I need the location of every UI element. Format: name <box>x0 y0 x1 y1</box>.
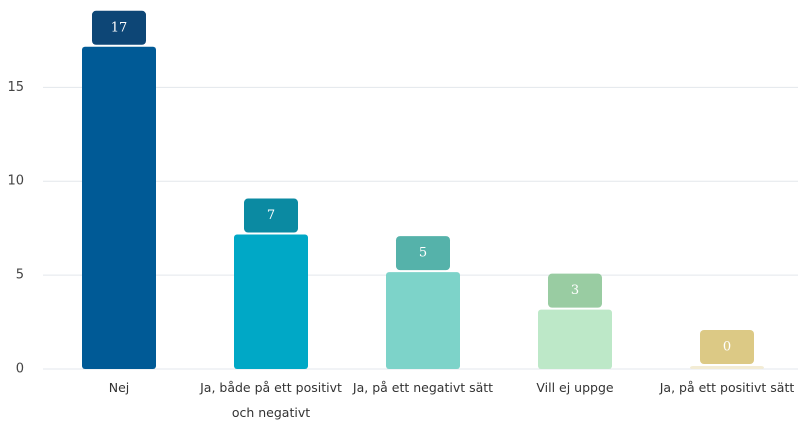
y-tick-label: 0 <box>16 362 24 377</box>
bar <box>234 234 308 369</box>
value-label-box <box>548 273 602 308</box>
x-tick-label: Ja, på ett negativt sätt <box>352 380 494 395</box>
y-tick-label: 5 <box>16 268 24 283</box>
bar <box>538 309 612 369</box>
bar <box>386 272 460 369</box>
x-tick-label: Ja, både på ett positivt och negativt <box>200 380 342 420</box>
value-label: 17 <box>111 20 128 35</box>
value-label: 7 <box>267 208 275 223</box>
x-tick-label: Ja, på ett positivt sätt <box>659 380 795 395</box>
value-label: 0 <box>723 340 731 355</box>
value-label: 3 <box>571 283 579 298</box>
value-label-box <box>396 236 450 271</box>
x-tick-label: Nej <box>108 380 130 395</box>
y-tick-label: 10 <box>7 174 24 189</box>
value-label-box <box>244 198 298 233</box>
value-label-box <box>700 330 754 364</box>
bar <box>690 366 764 369</box>
x-tick-label: Vill ej uppge <box>536 380 614 395</box>
bar <box>82 46 156 370</box>
value-label: 5 <box>419 246 427 261</box>
value-label-box <box>92 10 146 45</box>
y-tick-label: 15 <box>7 80 24 95</box>
